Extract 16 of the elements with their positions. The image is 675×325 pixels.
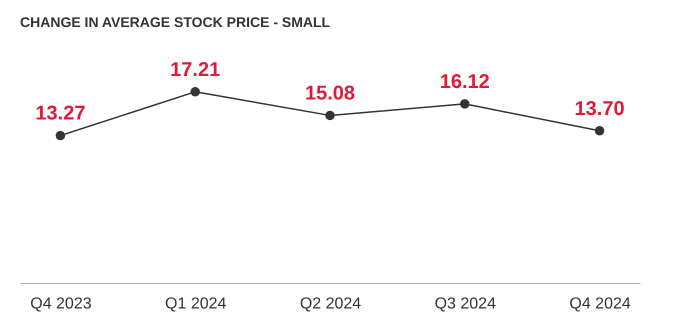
x-tick-label: Q1 2024	[165, 296, 227, 312]
point	[325, 110, 335, 120]
data-label: 16.12	[440, 70, 490, 93]
data-label: 15.08	[304, 82, 356, 104]
data-label: 17.21	[170, 58, 220, 81]
data-label: 13.70	[574, 98, 625, 120]
point	[460, 99, 470, 109]
point	[56, 130, 66, 140]
x-tick-label: Q2 2024	[300, 296, 362, 312]
chart-title: CHANGE IN AVERAGE STOCK PRICE - SMALL	[20, 14, 331, 30]
point	[190, 87, 200, 97]
data-label: 13.27	[35, 102, 86, 125]
x-tick-label: Q4 2024	[569, 296, 631, 312]
x-tick-label: Q4 2023	[30, 296, 92, 312]
x-tick-label: Q3 2024	[434, 296, 496, 312]
point	[594, 126, 604, 136]
